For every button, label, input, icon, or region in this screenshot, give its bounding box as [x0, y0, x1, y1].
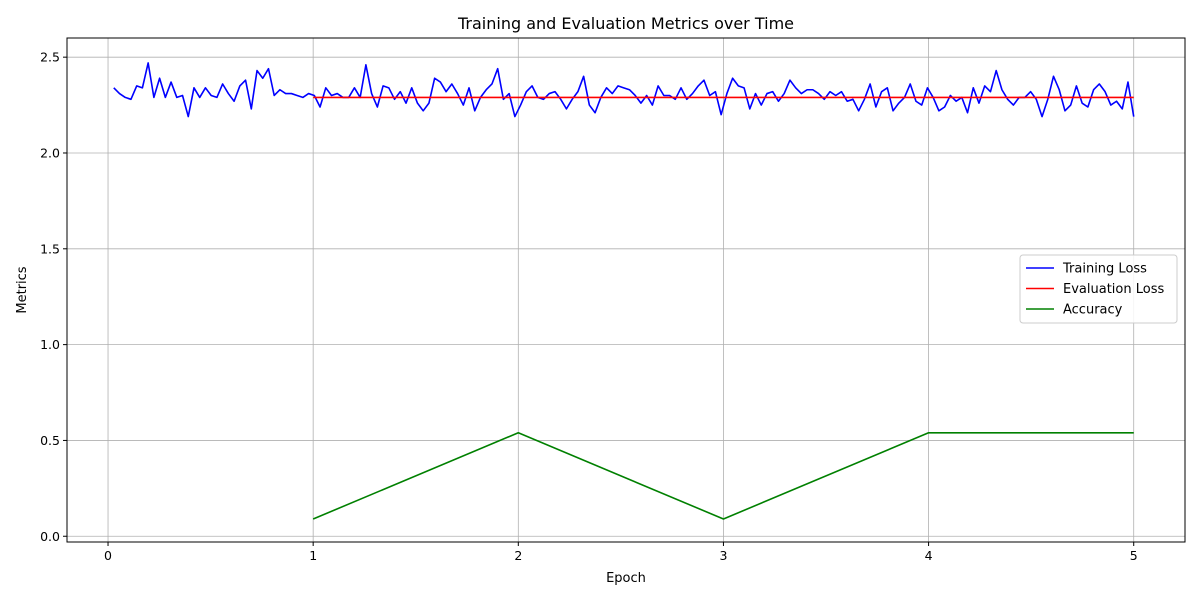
legend: Training Loss Evaluation Loss Accuracy	[1019, 254, 1178, 324]
y-tick-label: 2.5	[40, 50, 60, 65]
legend-label-evaluation-loss: Evaluation Loss	[1063, 282, 1164, 297]
x-axis-label: Epoch	[606, 571, 646, 586]
legend-label-accuracy: Accuracy	[1063, 303, 1123, 318]
chart-title: Training and Evaluation Metrics over Tim…	[457, 14, 794, 33]
x-tick-label: 2	[514, 548, 522, 563]
y-axis-label: Metrics	[15, 266, 30, 313]
legend-box	[1019, 254, 1178, 324]
x-tick-label: 1	[309, 548, 317, 563]
x-tick-label: 3	[719, 548, 727, 563]
legend-label-training-loss: Training Loss	[1062, 262, 1147, 277]
y-tick-label: 1.5	[40, 241, 60, 256]
series-lines	[113, 62, 1135, 520]
x-tick-label: 0	[104, 548, 112, 563]
series-line-accuracy	[312, 431, 1134, 520]
y-tick-label: 0.5	[40, 433, 60, 448]
grid	[67, 38, 1185, 542]
y-tick-label: 1.0	[40, 337, 60, 352]
x-tick-label: 4	[925, 548, 933, 563]
plot-frame	[66, 37, 1186, 543]
series-line-training-loss	[113, 62, 1135, 118]
x-tick-label: 5	[1130, 548, 1138, 563]
y-tick-label: 0.0	[40, 529, 60, 544]
y-tick-label: 2.0	[40, 145, 60, 160]
axis-ticks: 0 1 2 3 4 5 0.0 0.5 1.0 1.5 2.0 2.5	[40, 50, 1138, 563]
